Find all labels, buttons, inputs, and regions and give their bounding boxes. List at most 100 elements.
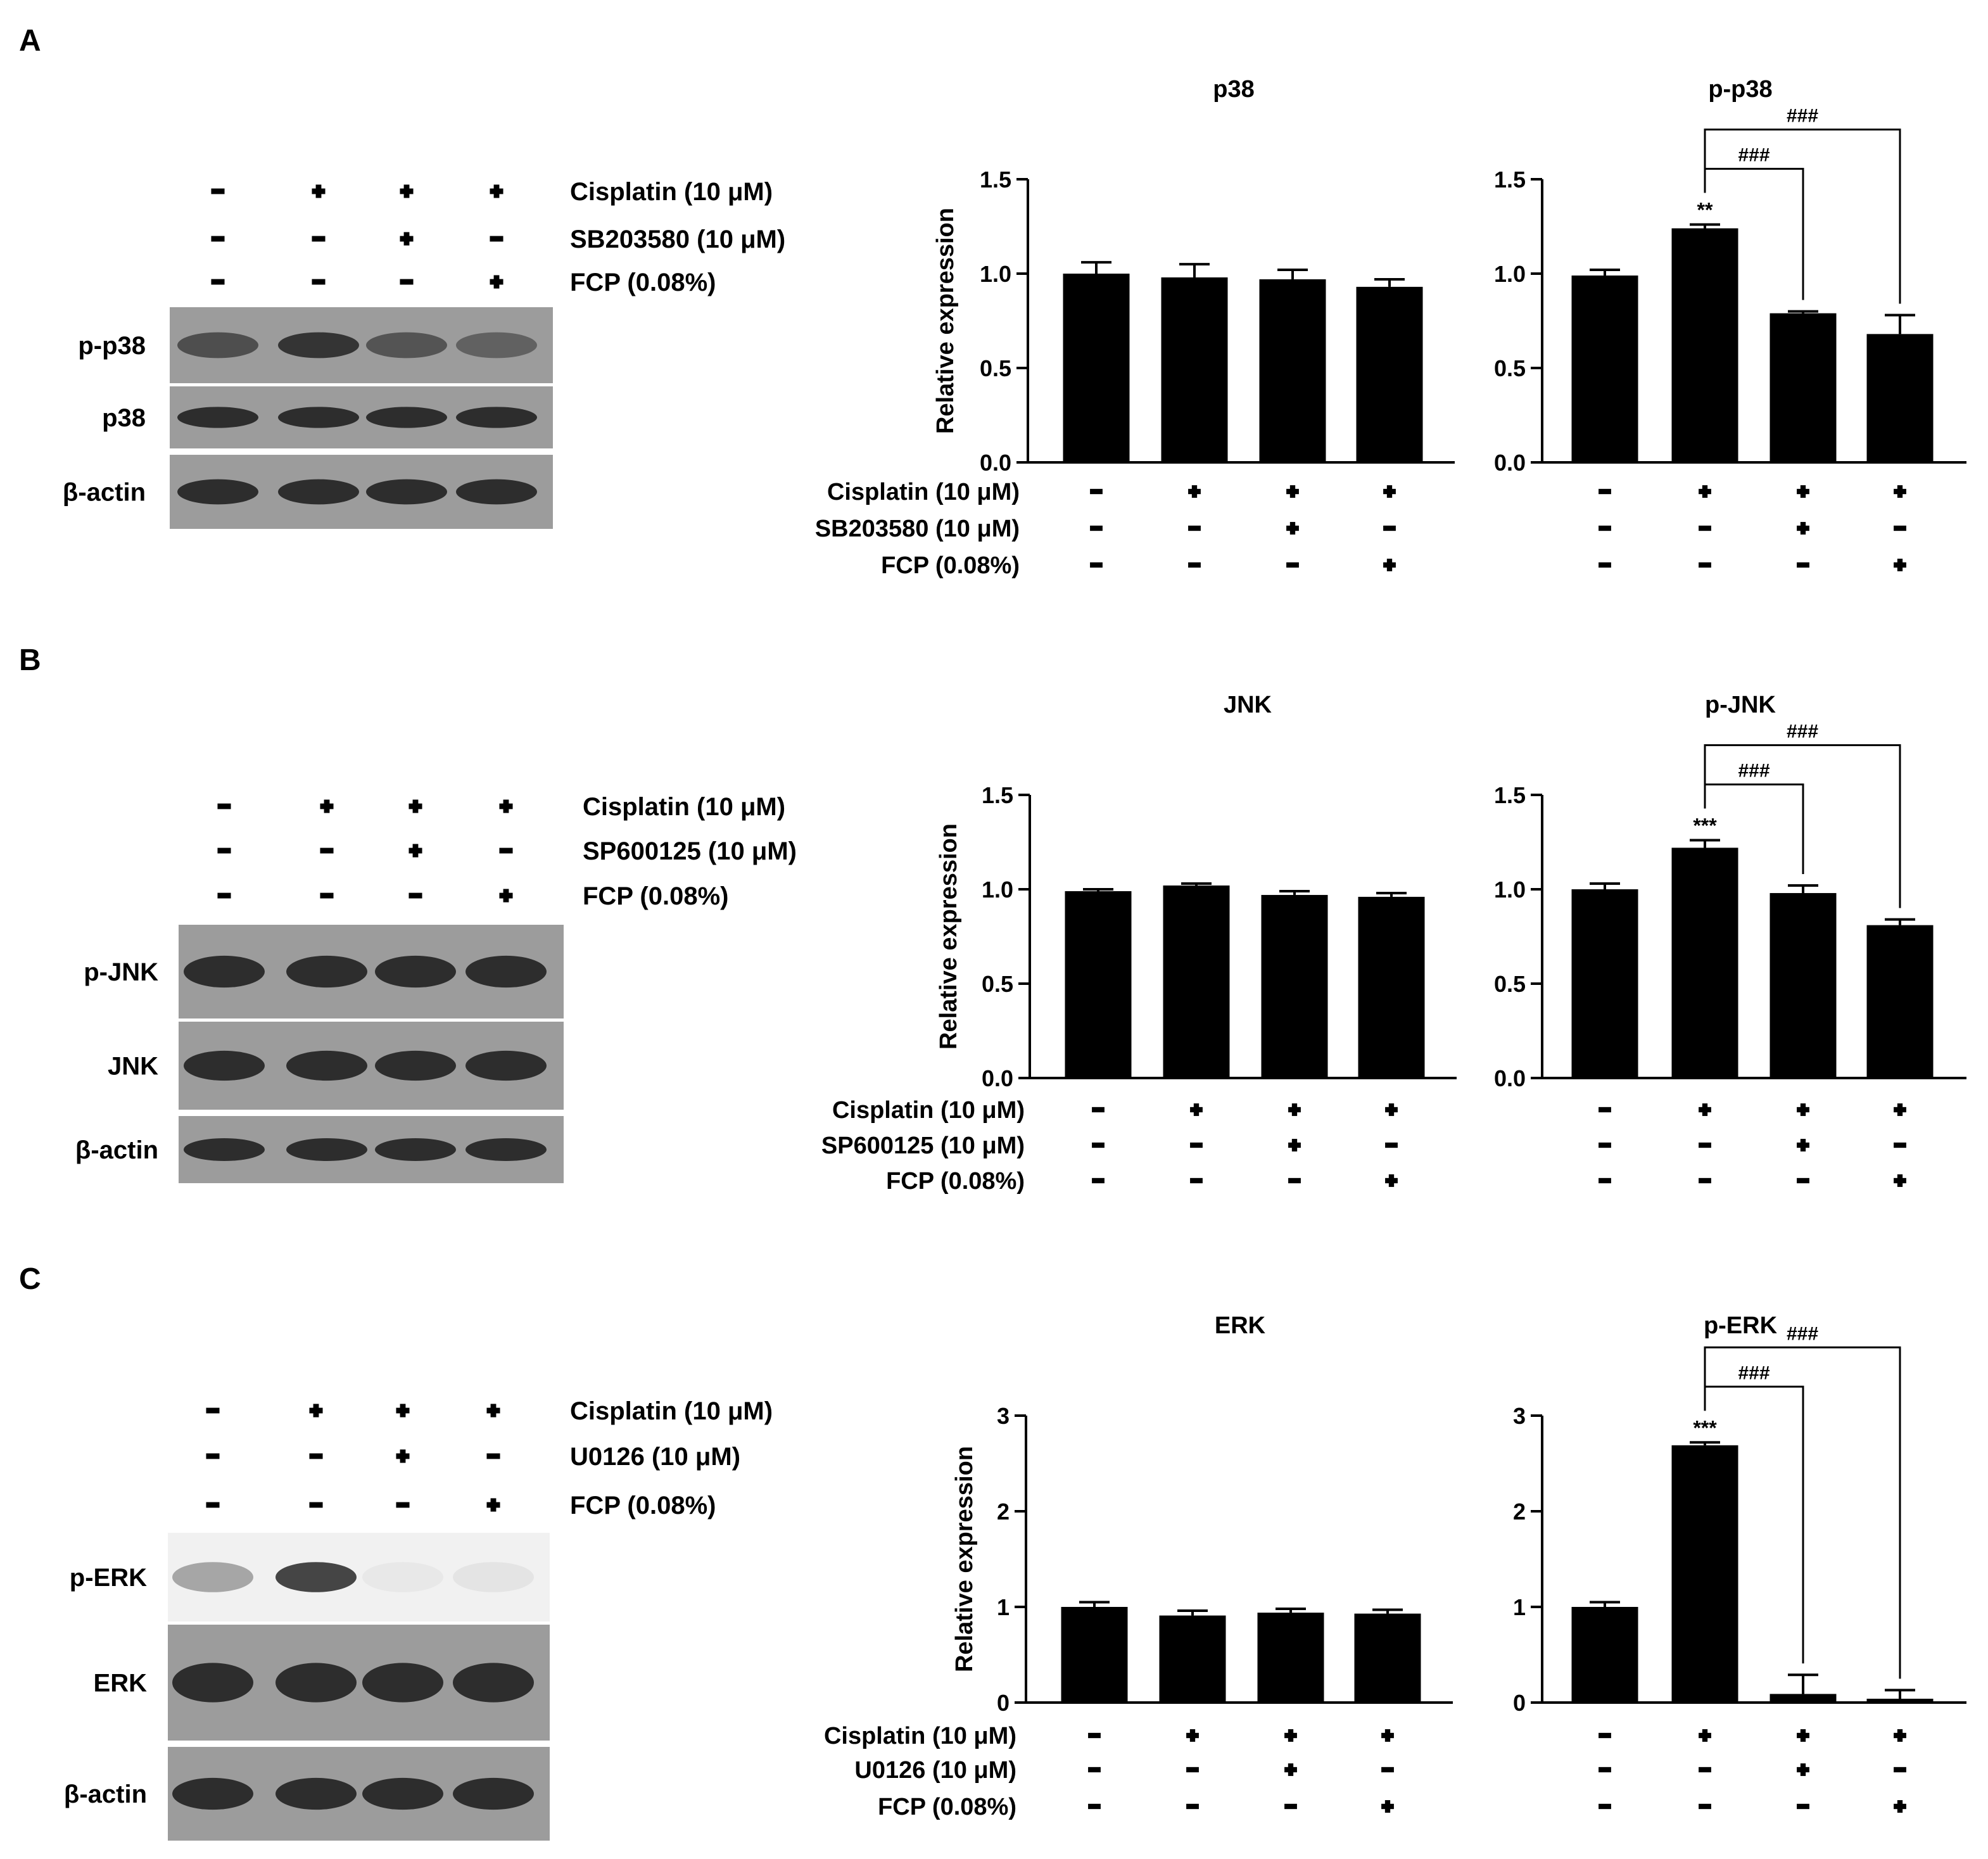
treatment-sign bbox=[1284, 1763, 1297, 1776]
blot-band bbox=[465, 1138, 547, 1162]
treatment-sign bbox=[1088, 1803, 1101, 1810]
treatment-sign bbox=[1699, 1177, 1711, 1184]
sign-bar bbox=[1191, 485, 1198, 498]
sign-bar bbox=[503, 799, 509, 813]
treatment-sign bbox=[1797, 485, 1809, 498]
treatment-sign bbox=[1186, 1803, 1199, 1810]
y-tick-label: 0.0 bbox=[980, 450, 1011, 476]
blot-band bbox=[177, 407, 258, 428]
panel-letter: C bbox=[19, 1262, 41, 1296]
treatment-sign bbox=[408, 892, 422, 899]
sign-bar bbox=[211, 279, 225, 285]
sign-bar bbox=[1599, 1142, 1611, 1148]
sign-bar bbox=[1599, 1107, 1611, 1113]
treatment-sign bbox=[1186, 1767, 1199, 1773]
treatment-label: FCP (0.08%) bbox=[878, 1794, 1016, 1820]
treatment-sign bbox=[1599, 1142, 1611, 1148]
sign-bar bbox=[1088, 1732, 1101, 1739]
y-tick-label: 1.0 bbox=[982, 877, 1013, 903]
treatment-sign bbox=[206, 1502, 220, 1508]
sign-bar bbox=[490, 236, 503, 242]
bar-chart: p-ERK 0 1 2 3 *** ### ### bbox=[1513, 1312, 1966, 1813]
blot-band bbox=[362, 1562, 443, 1592]
sign-bar bbox=[1699, 562, 1711, 568]
sign-bar bbox=[1090, 525, 1103, 531]
blot-band bbox=[278, 479, 359, 505]
treatment-sign bbox=[1288, 1103, 1301, 1116]
sign-bar bbox=[403, 232, 410, 246]
chart-title: p-ERK bbox=[1704, 1312, 1778, 1339]
sign-bar bbox=[1699, 525, 1711, 531]
y-tick-label: 0.5 bbox=[1494, 971, 1526, 997]
treatment-sign bbox=[1797, 1177, 1809, 1184]
western-blot: Cisplatin (10 μM) SP600125 (10 μM) FCP (0.… bbox=[75, 793, 797, 1183]
sign-bar bbox=[1384, 1729, 1391, 1742]
treatment-sign bbox=[1286, 522, 1299, 535]
sign-bar bbox=[1800, 1103, 1806, 1116]
treatment-sign bbox=[400, 279, 414, 285]
sign-bar bbox=[1193, 1103, 1200, 1116]
treatment-label: FCP (0.08%) bbox=[886, 1168, 1025, 1195]
chart-title: JNK bbox=[1224, 692, 1272, 718]
blot-band bbox=[177, 332, 258, 358]
treatment-sign bbox=[217, 803, 231, 809]
sign-bar bbox=[1188, 562, 1201, 568]
treatment-sign bbox=[1090, 562, 1103, 568]
blot-band bbox=[275, 1562, 357, 1592]
bracket-label: ### bbox=[1738, 1362, 1770, 1383]
treatment-sign bbox=[211, 188, 225, 194]
y-tick-label: 0.5 bbox=[982, 971, 1013, 997]
sign-bar bbox=[1384, 1800, 1391, 1813]
treatment-sign bbox=[1699, 1767, 1711, 1773]
blot-band bbox=[465, 1050, 547, 1081]
treatment-sign bbox=[486, 1404, 500, 1418]
chart-title: p-JNK bbox=[1705, 692, 1776, 718]
sign-bar bbox=[211, 236, 225, 242]
treatment-sign bbox=[1599, 1732, 1611, 1739]
sign-bar bbox=[1092, 1107, 1105, 1113]
sign-bar bbox=[1894, 1767, 1906, 1773]
y-tick-label: 0.0 bbox=[982, 1065, 1013, 1091]
sign-bar bbox=[1386, 485, 1393, 498]
treatment-sign bbox=[1188, 485, 1201, 498]
blot-band bbox=[172, 1663, 253, 1703]
sign-bar bbox=[1291, 1139, 1298, 1152]
treatment-sign bbox=[1288, 1139, 1301, 1152]
treatment-sign bbox=[312, 184, 326, 198]
bar bbox=[1866, 334, 1934, 462]
bar bbox=[1866, 1698, 1934, 1703]
blot-band bbox=[375, 1138, 456, 1162]
blot-band bbox=[366, 407, 447, 428]
treatment-sign bbox=[320, 892, 334, 899]
sign-bar bbox=[1894, 525, 1906, 531]
treatment-sign bbox=[1699, 1729, 1711, 1742]
treatment-sign bbox=[1385, 1174, 1398, 1187]
y-tick-label: 1.0 bbox=[1494, 877, 1526, 903]
treatment-sign bbox=[217, 892, 231, 899]
sign-bar bbox=[1284, 1803, 1297, 1810]
treatment-sign bbox=[1894, 559, 1906, 571]
bar bbox=[1671, 847, 1738, 1078]
treatment-label: SB203580 (10 μM) bbox=[570, 225, 785, 253]
treatment-sign bbox=[486, 1453, 500, 1459]
bar bbox=[1358, 896, 1425, 1078]
sign-bar bbox=[412, 799, 419, 813]
sign-bar bbox=[1385, 1142, 1398, 1148]
treatment-sign bbox=[1092, 1107, 1105, 1113]
sign-bar bbox=[1190, 1142, 1203, 1148]
blot-band bbox=[456, 479, 537, 505]
bar bbox=[1354, 1613, 1421, 1703]
treatment-sign bbox=[1381, 1729, 1394, 1742]
sign-bar bbox=[1897, 559, 1903, 571]
sign-bar bbox=[493, 275, 500, 289]
sign-bar bbox=[1699, 1142, 1711, 1148]
sign-bar bbox=[1702, 485, 1708, 498]
bracket-label: ### bbox=[1787, 721, 1818, 742]
comparison-bracket bbox=[1704, 744, 1901, 908]
sign-bar bbox=[412, 844, 419, 858]
blot-label: JNK bbox=[108, 1053, 158, 1081]
chart-title: p38 bbox=[1213, 76, 1254, 103]
western-blot: Cisplatin (10 μM) SB203580 (10 μM) FCP (0.… bbox=[63, 178, 785, 529]
bracket-label: ### bbox=[1738, 761, 1770, 782]
treatment-sign bbox=[1894, 1767, 1906, 1773]
